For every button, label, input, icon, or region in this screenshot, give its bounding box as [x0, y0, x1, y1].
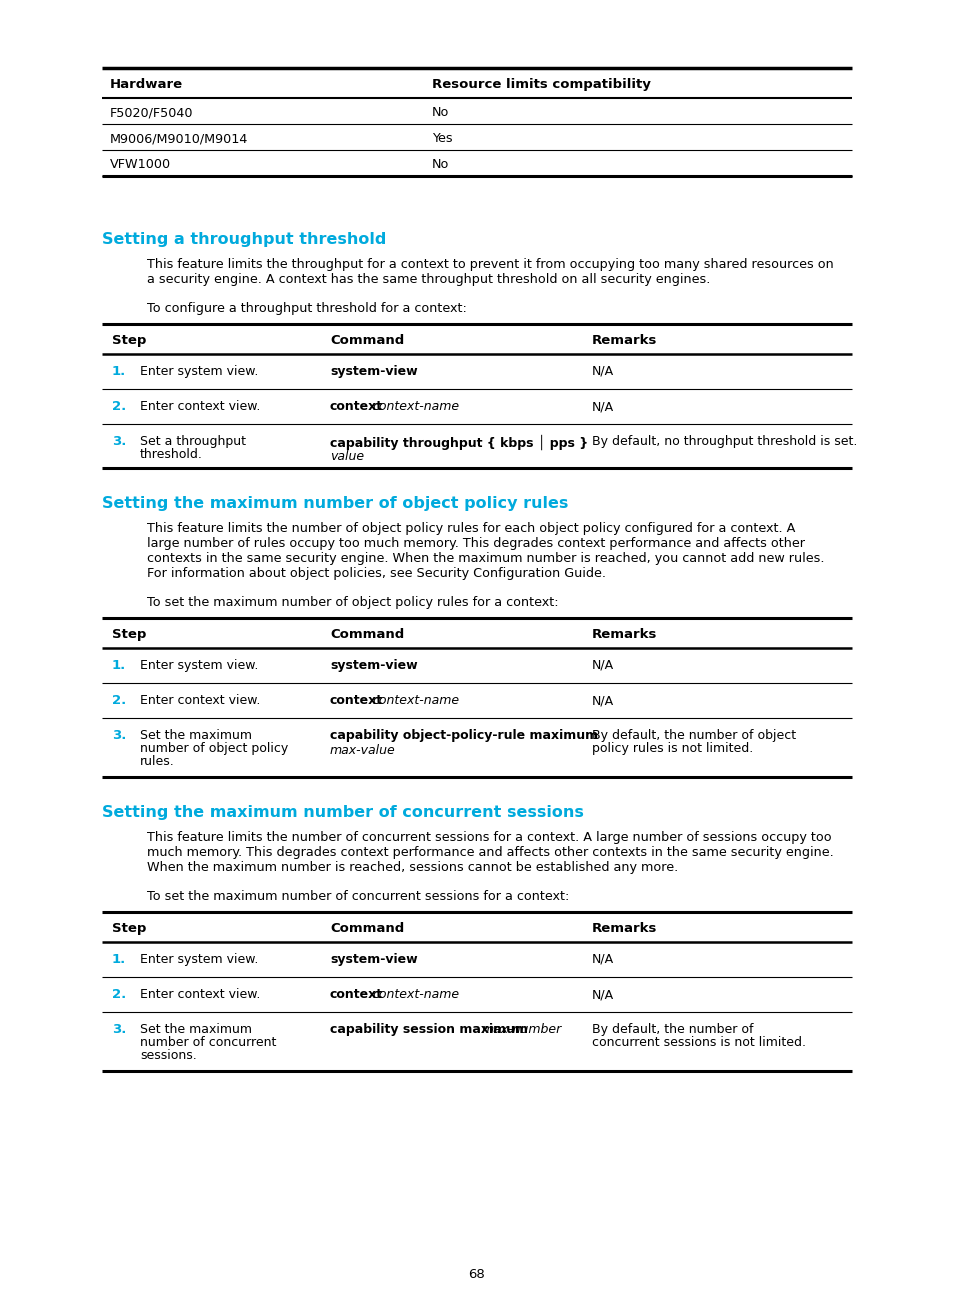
Text: For information about object policies, see Security Configuration Guide.: For information about object policies, s…	[147, 568, 605, 581]
Text: value: value	[330, 450, 364, 463]
Text: context: context	[330, 988, 383, 1001]
Text: threshold.: threshold.	[140, 448, 203, 461]
Text: No: No	[432, 158, 449, 171]
Text: Enter context view.: Enter context view.	[140, 400, 260, 413]
Text: 3.: 3.	[112, 1023, 126, 1036]
Text: concurrent sessions is not limited.: concurrent sessions is not limited.	[592, 1036, 805, 1048]
Text: Command: Command	[330, 921, 404, 934]
Text: 2.: 2.	[112, 693, 126, 708]
Text: By default, the number of object: By default, the number of object	[592, 728, 796, 743]
Text: VFW1000: VFW1000	[110, 158, 171, 171]
Text: Remarks: Remarks	[592, 921, 657, 934]
Text: Command: Command	[330, 334, 404, 347]
Text: rules.: rules.	[140, 756, 174, 769]
Text: This feature limits the number of concurrent sessions for a context. A large num: This feature limits the number of concur…	[147, 831, 831, 844]
Text: max-value: max-value	[330, 744, 395, 757]
Text: 2.: 2.	[112, 988, 126, 1001]
Text: To configure a throughput threshold for a context:: To configure a throughput threshold for …	[147, 302, 466, 315]
Text: capability throughput { kbps │ pps }: capability throughput { kbps │ pps }	[330, 435, 588, 451]
Text: Setting the maximum number of concurrent sessions: Setting the maximum number of concurrent…	[102, 805, 583, 820]
Text: N/A: N/A	[592, 365, 614, 378]
Text: Command: Command	[330, 629, 404, 642]
Text: No: No	[432, 106, 449, 119]
Text: 1.: 1.	[112, 365, 126, 378]
Text: Enter context view.: Enter context view.	[140, 693, 260, 708]
Text: contexts in the same security engine. When the maximum number is reached, you ca: contexts in the same security engine. Wh…	[147, 552, 823, 565]
Text: By default, the number of: By default, the number of	[592, 1023, 753, 1036]
Text: Setting a throughput threshold: Setting a throughput threshold	[102, 232, 386, 248]
Text: Set a throughput: Set a throughput	[140, 435, 246, 448]
Text: number of concurrent: number of concurrent	[140, 1036, 276, 1048]
Text: 2.: 2.	[112, 400, 126, 413]
Text: 3.: 3.	[112, 435, 126, 448]
Text: Step: Step	[112, 629, 146, 642]
Text: This feature limits the number of object policy rules for each object policy con: This feature limits the number of object…	[147, 522, 795, 535]
Text: Step: Step	[112, 334, 146, 347]
Text: This feature limits the throughput for a context to prevent it from occupying to: This feature limits the throughput for a…	[147, 258, 833, 271]
Text: Enter system view.: Enter system view.	[140, 658, 258, 673]
Text: context-name: context-name	[372, 400, 459, 413]
Text: context: context	[330, 693, 383, 708]
Text: Enter context view.: Enter context view.	[140, 988, 260, 1001]
Text: policy rules is not limited.: policy rules is not limited.	[592, 743, 753, 756]
Text: Enter system view.: Enter system view.	[140, 365, 258, 378]
Text: system-view: system-view	[330, 365, 417, 378]
Text: 1.: 1.	[112, 953, 126, 966]
Text: context: context	[330, 400, 383, 413]
Text: N/A: N/A	[592, 953, 614, 966]
Text: N/A: N/A	[592, 658, 614, 673]
Text: Remarks: Remarks	[592, 629, 657, 642]
Text: capability object-policy-rule maximum: capability object-policy-rule maximum	[330, 728, 598, 743]
Text: Hardware: Hardware	[110, 78, 183, 91]
Text: Step: Step	[112, 921, 146, 934]
Text: Set the maximum: Set the maximum	[140, 728, 252, 743]
Text: capability session maximum: capability session maximum	[330, 1023, 527, 1036]
Text: 68: 68	[468, 1267, 485, 1280]
Text: M9006/M9010/M9014: M9006/M9010/M9014	[110, 132, 248, 145]
Text: max-number: max-number	[481, 1023, 561, 1036]
Text: N/A: N/A	[592, 400, 614, 413]
Text: When the maximum number is reached, sessions cannot be established any more.: When the maximum number is reached, sess…	[147, 861, 678, 874]
Text: context-name: context-name	[372, 693, 459, 708]
Text: sessions.: sessions.	[140, 1048, 196, 1061]
Text: Remarks: Remarks	[592, 334, 657, 347]
Text: 3.: 3.	[112, 728, 126, 743]
Text: To set the maximum number of concurrent sessions for a context:: To set the maximum number of concurrent …	[147, 890, 569, 903]
Text: To set the maximum number of object policy rules for a context:: To set the maximum number of object poli…	[147, 596, 558, 609]
Text: Resource limits compatibility: Resource limits compatibility	[432, 78, 650, 91]
Text: number of object policy: number of object policy	[140, 743, 288, 756]
Text: Set the maximum: Set the maximum	[140, 1023, 252, 1036]
Text: Yes: Yes	[432, 132, 452, 145]
Text: Enter system view.: Enter system view.	[140, 953, 258, 966]
Text: much memory. This degrades context performance and affects other contexts in the: much memory. This degrades context perfo…	[147, 846, 833, 859]
Text: context-name: context-name	[372, 988, 459, 1001]
Text: system-view: system-view	[330, 953, 417, 966]
Text: a security engine. A context has the same throughput threshold on all security e: a security engine. A context has the sam…	[147, 273, 710, 286]
Text: system-view: system-view	[330, 658, 417, 673]
Text: 1.: 1.	[112, 658, 126, 673]
Text: N/A: N/A	[592, 693, 614, 708]
Text: F5020/F5040: F5020/F5040	[110, 106, 193, 119]
Text: large number of rules occupy too much memory. This degrades context performance : large number of rules occupy too much me…	[147, 537, 804, 550]
Text: Setting the maximum number of object policy rules: Setting the maximum number of object pol…	[102, 496, 568, 511]
Text: N/A: N/A	[592, 988, 614, 1001]
Text: By default, no throughput threshold is set.: By default, no throughput threshold is s…	[592, 435, 857, 448]
